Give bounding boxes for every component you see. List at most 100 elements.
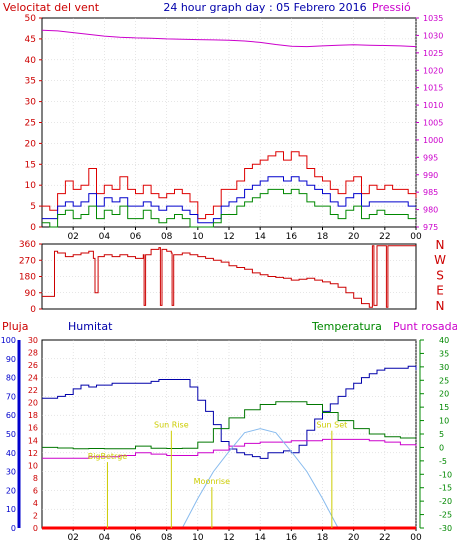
- temp-ytick-label: 10: [439, 417, 449, 426]
- temp-ytick-label: 5: [439, 430, 444, 439]
- rain-ytick-label: 6: [33, 486, 38, 495]
- pressure-ytick-label: 1000: [423, 136, 443, 145]
- pressure-ytick-label: 980: [423, 206, 438, 215]
- climate-plot-xtick-label: 20: [348, 533, 360, 543]
- temp-ytick-label: -10: [439, 470, 452, 479]
- rain-ytick-label: 22: [28, 386, 38, 395]
- pressure-ytick-label: 1035: [423, 14, 443, 23]
- humidity-temperature-plot: 0102030405060708090100024681012141618202…: [1, 336, 452, 543]
- wind-plot-xtick-label: 02: [67, 232, 78, 242]
- rain-ytick-label: 8: [33, 474, 38, 483]
- temp-ytick-label: 0: [439, 443, 444, 452]
- temp-ytick-label: 35: [439, 349, 449, 358]
- temp-ytick-label: 30: [439, 363, 449, 372]
- wind-ytick-label: 25: [25, 119, 36, 129]
- temp-ytick-label: 40: [439, 336, 449, 345]
- rain-ytick-label: 24: [28, 374, 38, 383]
- humidity-ytick-label: 0: [11, 524, 16, 533]
- humidity-ytick-label: 20: [6, 486, 16, 495]
- temp-ytick-label: 15: [439, 403, 449, 412]
- pressure-ytick-label: 1025: [423, 49, 443, 58]
- wind-ytick-label: 35: [25, 77, 36, 87]
- solar-curve: [181, 428, 339, 529]
- rain-ytick-label: 26: [28, 361, 38, 370]
- chart-title: 24 hour graph day : 05 Febrero 2016: [163, 1, 366, 14]
- wind-plot-xtick-label: 00: [410, 232, 422, 242]
- temp-ytick-label: -30: [439, 524, 452, 533]
- rain-ytick-label: 2: [33, 511, 38, 520]
- sun-moon-annotation: BigBetrge: [88, 452, 128, 461]
- legend-temperature: Temperatura: [311, 320, 382, 333]
- wind-plot-xtick-label: 20: [348, 232, 360, 242]
- pressure-ytick-label: 1010: [423, 101, 443, 110]
- humidity-ytick-label: 80: [6, 374, 16, 383]
- climate-plot-xtick-label: 12: [223, 533, 234, 543]
- compass-letter: N: [436, 299, 445, 313]
- compass-letter: N: [436, 238, 445, 252]
- climate-plot-xtick-label: 04: [99, 533, 111, 543]
- humidity-ytick-label: 10: [6, 505, 16, 514]
- temp-ytick-label: -25: [439, 511, 452, 520]
- climate-plot-xtick-label: 02: [67, 533, 78, 543]
- legend-humidity: Humitat: [68, 320, 113, 333]
- climate-plot-xtick-label: 06: [130, 533, 142, 543]
- wind-ytick-label: 15: [25, 160, 36, 170]
- pressure-ytick-label: 1015: [423, 84, 443, 93]
- wind-ytick-label: 50: [25, 14, 37, 24]
- direction-ytick-label: 90: [25, 289, 37, 299]
- wind-ytick-label: 45: [25, 35, 36, 45]
- temp-ytick-label: -5: [439, 457, 447, 466]
- pressure-ytick-label: 975: [423, 223, 438, 232]
- compass-letter: W: [434, 253, 446, 267]
- climate-plot-xtick-label: 08: [161, 533, 173, 543]
- rain-ytick-label: 10: [28, 461, 38, 470]
- wind-direction-line: [42, 245, 416, 308]
- wind-axis-title: Velocitat del vent: [3, 1, 100, 14]
- wind-ytick-label: 5: [30, 202, 36, 212]
- sun-moon-annotation: Moonrise: [194, 477, 230, 486]
- humidity-ytick-label: 40: [6, 449, 16, 458]
- wind-pressure-plot: 0510152025303540455097598098599099510001…: [25, 14, 444, 242]
- pressure-ytick-label: 1005: [423, 119, 443, 128]
- wind-avg-line: [42, 176, 416, 224]
- rain-ytick-label: 16: [28, 424, 38, 433]
- wind-plot-xtick-label: 10: [192, 232, 204, 242]
- wind-plot-xtick-label: 12: [223, 232, 234, 242]
- rain-ytick-label: 12: [28, 449, 38, 458]
- wind-ytick-label: 20: [25, 139, 37, 149]
- dew_point-line: [42, 438, 417, 459]
- rain-ytick-label: 18: [28, 411, 38, 420]
- rain-ytick-label: 20: [28, 399, 38, 408]
- pressure-ytick-label: 1020: [423, 66, 443, 75]
- humidity-ytick-label: 100: [1, 336, 16, 345]
- wind-plot-xtick-label: 04: [99, 232, 111, 242]
- pressure-line: [41, 29, 417, 48]
- pressure-ytick-label: 990: [423, 171, 438, 180]
- compass-letter: E: [436, 284, 444, 298]
- legend-rain: Pluja: [2, 320, 28, 333]
- sun-moon-annotation: Sun Rise: [154, 421, 189, 430]
- wind-ytick-label: 40: [25, 56, 37, 66]
- wind-gust-line: [42, 151, 417, 220]
- pressure-ytick-label: 985: [423, 188, 438, 197]
- wind-ytick-label: 30: [25, 98, 37, 108]
- humidity-line: [42, 365, 417, 459]
- wind-ytick-label: 0: [30, 223, 36, 233]
- pressure-axis-title: Pressió: [372, 1, 411, 14]
- humidity-ytick-label: 60: [6, 411, 16, 420]
- wind-plot-xtick-label: 16: [286, 232, 298, 242]
- humidity-ytick-label: 30: [6, 468, 16, 477]
- wind-plot-xtick-label: 22: [379, 232, 390, 242]
- legend-dew-point: Punt rosada: [393, 320, 457, 333]
- rain-ytick-label: 14: [28, 436, 38, 445]
- wind-ytick-label: 10: [25, 181, 37, 191]
- wind-plot-xtick-label: 14: [254, 232, 266, 242]
- wind-speed-line: [42, 188, 416, 228]
- climate-plot-xtick-label: 18: [317, 533, 329, 543]
- direction-ytick-label: 180: [19, 273, 36, 283]
- direction-ytick-label: 0: [30, 305, 36, 315]
- rain-ytick-label: 30: [28, 336, 38, 345]
